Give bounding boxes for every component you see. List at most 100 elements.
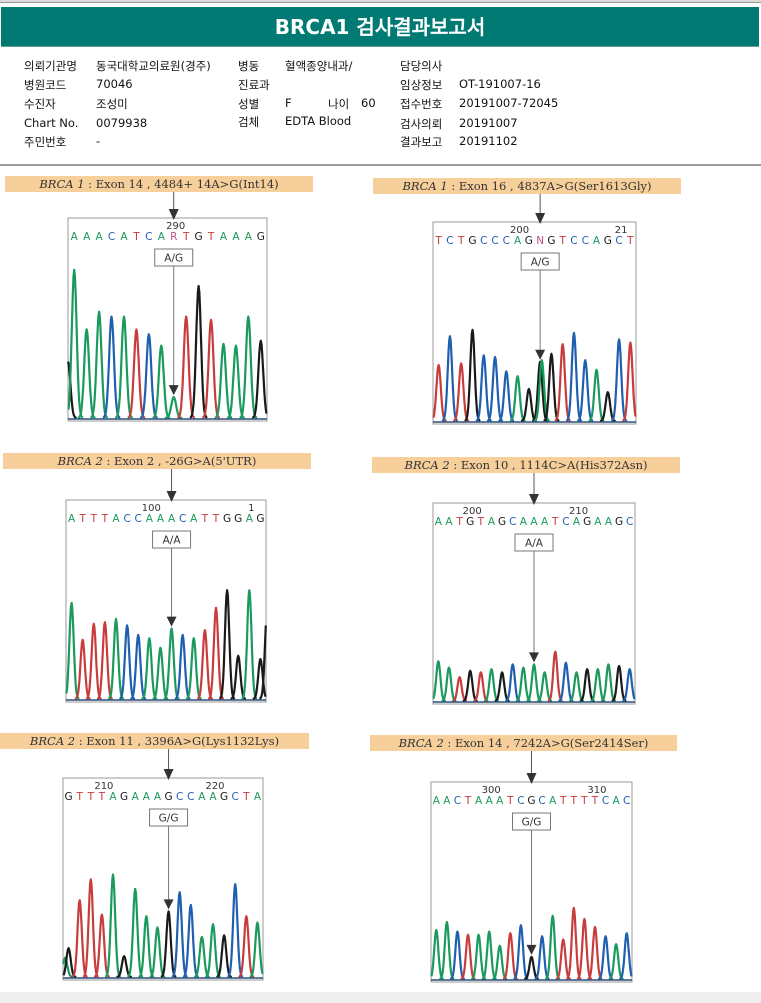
info-label: Chart No.	[24, 116, 79, 130]
base-call: A	[120, 231, 128, 243]
base-call: C	[582, 235, 589, 247]
variant-label: BRCA 2 : Exon 2 , -26G>A(5'UTR)	[3, 453, 311, 469]
base-call: C	[454, 795, 461, 807]
info-value: 혈액종양내과/	[285, 59, 353, 73]
peak-trace-C	[227, 883, 244, 978]
base-call: A	[514, 235, 522, 247]
base-call: T	[101, 513, 109, 525]
info-value: F	[285, 96, 292, 110]
base-call: T	[201, 513, 209, 525]
base-call: A	[530, 516, 538, 528]
base-call: C	[509, 516, 516, 528]
peak-trace-A	[509, 375, 526, 422]
base-call: A	[190, 513, 198, 525]
base-call: C	[623, 795, 630, 807]
base-call: G	[220, 791, 228, 803]
peak-trace-C	[565, 331, 583, 422]
info-label: 담당의사	[400, 59, 443, 73]
base-call: A	[435, 516, 443, 528]
peak-trace-A	[544, 914, 561, 980]
pointer-arrow-icon	[166, 491, 177, 502]
base-call: T	[506, 795, 514, 807]
info-label: 임상정보	[400, 78, 443, 92]
info-value: 20191007-72045	[459, 96, 559, 110]
peak-trace-A	[249, 921, 264, 978]
window-top-border	[0, 0, 761, 3]
info-label: 결과보고	[400, 135, 443, 149]
pointer-arrow-icon	[526, 773, 537, 784]
base-call: C	[135, 513, 142, 525]
base-call: A	[154, 791, 162, 803]
variant-label: BRCA 1 : Exon 16 , 4837A>G(Ser1613Gly)	[373, 178, 681, 194]
base-call: C	[615, 235, 622, 247]
base-call: A	[475, 795, 483, 807]
base-call: T	[90, 513, 98, 525]
base-call: T	[242, 791, 250, 803]
position-label: 1	[248, 503, 254, 514]
base-call: G	[223, 513, 231, 525]
info-label: 성별	[238, 97, 260, 111]
position-label: 210	[569, 506, 588, 517]
peak-trace-G	[218, 589, 236, 700]
gene-name: BRCA 2	[29, 734, 76, 748]
base-call: C	[626, 516, 633, 528]
base-call: C	[108, 231, 115, 243]
gene-name: BRCA 2	[57, 454, 103, 468]
base-call: G	[527, 795, 535, 807]
genotype-arrow-icon	[526, 944, 537, 955]
base-call: G	[256, 513, 264, 525]
base-call: T	[455, 516, 463, 528]
base-call: G	[164, 791, 172, 803]
variant-label: BRCA 1 : Exon 14 , 4484+ 14A>G(Int14)	[5, 176, 313, 192]
peak-trace-G	[251, 339, 268, 419]
variant-description: : Exon 14 , 4484+ 14A>G(Int14)	[84, 177, 279, 191]
base-call: C	[570, 235, 577, 247]
base-call: T	[212, 513, 220, 525]
base-call: A	[254, 791, 262, 803]
base-call: G	[64, 791, 72, 803]
peak-trace-A	[239, 315, 258, 419]
base-call: T	[626, 235, 634, 247]
base-call: G	[120, 791, 128, 803]
base-call: C	[517, 795, 524, 807]
base-call: T	[477, 516, 485, 528]
base-call: A	[96, 231, 104, 243]
report-title: BRCA1 검사결과보고서	[1, 7, 759, 47]
pointer-arrow-icon	[168, 209, 179, 220]
variant-label: BRCA 2 : Exon 14 , 7242A>G(Ser2414Ser)	[370, 735, 677, 751]
info-value: EDTA Blood	[285, 114, 352, 128]
peak-trace-A	[152, 344, 171, 419]
base-call: A	[157, 513, 165, 525]
base-call: C	[179, 513, 186, 525]
base-call: T	[132, 231, 140, 243]
variant-description: : Exon 10 , 1114C>A(His372Asn)	[449, 458, 648, 472]
peak-trace-C	[441, 335, 459, 422]
base-call: A	[433, 795, 441, 807]
base-call: C	[503, 235, 510, 247]
base-call: A	[143, 791, 151, 803]
genotype-label: A/G	[164, 253, 183, 265]
base-call: T	[570, 795, 578, 807]
genotype-label: A/A	[525, 538, 544, 550]
base-call: T	[78, 513, 86, 525]
chart-frame	[62, 777, 264, 981]
base-call: C	[176, 791, 183, 803]
position-label: 220	[205, 781, 224, 792]
gene-name: BRCA 2	[398, 736, 444, 750]
base-call: A	[158, 231, 166, 243]
base-call: A	[486, 795, 494, 807]
base-call: T	[591, 795, 599, 807]
genotype-label: A/A	[163, 535, 182, 547]
base-call: G	[468, 235, 476, 247]
genotype-arrow-icon	[535, 349, 546, 360]
position-label: 200	[463, 506, 482, 517]
base-call: G	[466, 516, 474, 528]
base-call: A	[443, 795, 451, 807]
info-value: 20191007	[459, 116, 518, 130]
genotype-label: G/G	[159, 813, 179, 825]
variant-description: : Exon 11 , 3396A>G(Lys1132Lys)	[75, 734, 280, 748]
base-call: C	[538, 795, 545, 807]
base-call: N	[536, 235, 544, 247]
